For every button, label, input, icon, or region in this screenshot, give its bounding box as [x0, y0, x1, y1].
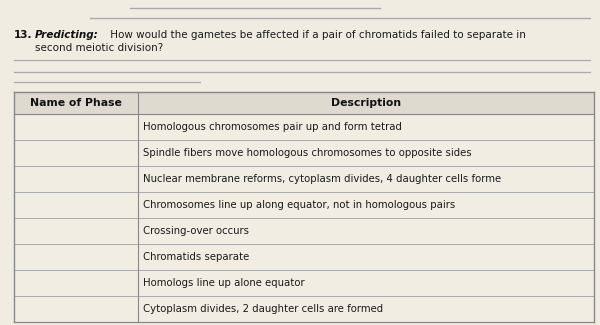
Bar [14, 92, 594, 114]
Text: Homologs line up alone equator: Homologs line up alone equator [143, 278, 305, 288]
Text: Crossing-over occurs: Crossing-over occurs [143, 226, 249, 236]
Text: Homologous chromosomes pair up and form tetrad: Homologous chromosomes pair up and form … [143, 122, 402, 132]
Bar [14, 92, 594, 322]
Text: Predicting:: Predicting: [35, 30, 99, 40]
Text: Spindle fibers move homologous chromosomes to opposite sides: Spindle fibers move homologous chromosom… [143, 148, 472, 158]
Text: Cytoplasm divides, 2 daughter cells are formed: Cytoplasm divides, 2 daughter cells are … [143, 304, 383, 314]
Text: How would the gametes be affected if a pair of chromatids failed to separate in: How would the gametes be affected if a p… [107, 30, 526, 40]
Text: Description: Description [331, 98, 401, 108]
Text: 13.: 13. [14, 30, 32, 40]
Text: Chromosomes line up along equator, not in homologous pairs: Chromosomes line up along equator, not i… [143, 200, 455, 210]
Text: Chromatids separate: Chromatids separate [143, 252, 249, 262]
Text: Name of Phase: Name of Phase [30, 98, 122, 108]
Text: Nuclear membrane reforms, cytoplasm divides, 4 daughter cells forme: Nuclear membrane reforms, cytoplasm divi… [143, 174, 501, 184]
Text: second meiotic division?: second meiotic division? [35, 43, 163, 53]
